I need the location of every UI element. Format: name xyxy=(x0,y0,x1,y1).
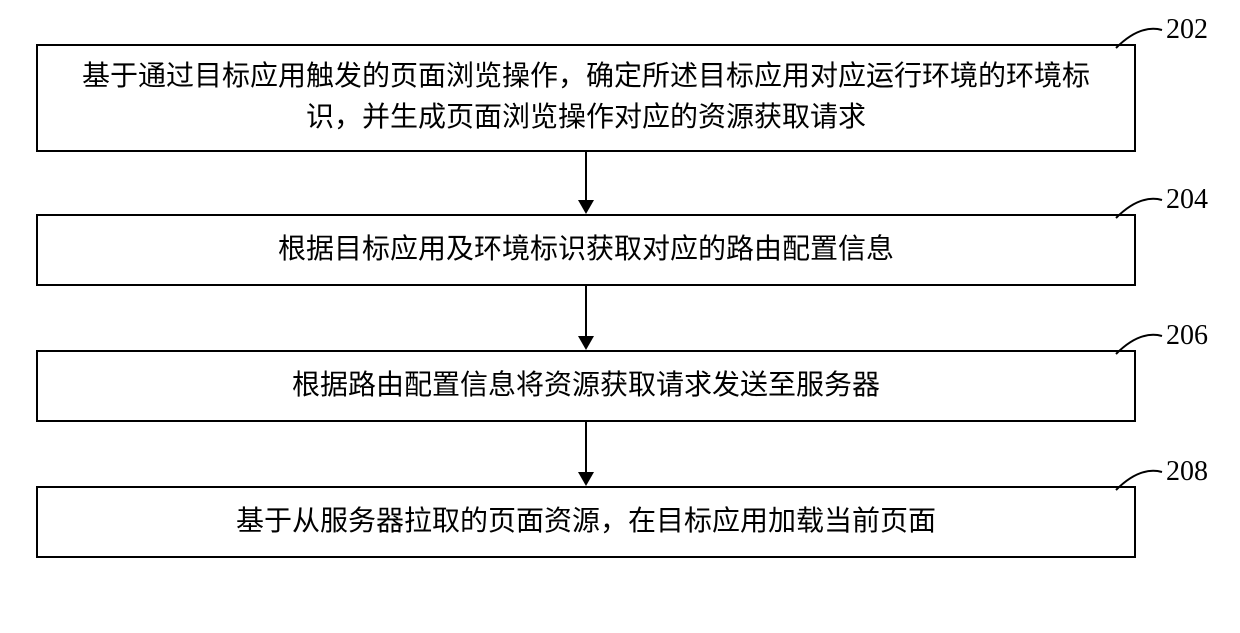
arrow-2 xyxy=(570,286,602,350)
step-label-206: 206 xyxy=(1166,320,1208,352)
step-text-208: 基于从服务器拉取的页面资源，在目标应用加载当前页面 xyxy=(236,502,936,543)
step-text-204: 根据目标应用及环境标识获取对应的路由配置信息 xyxy=(278,230,894,271)
step-box-208: 基于从服务器拉取的页面资源，在目标应用加载当前页面 xyxy=(36,486,1136,558)
step-text-206: 根据路由配置信息将资源获取请求发送至服务器 xyxy=(292,366,880,407)
flowchart-canvas: 基于通过目标应用触发的页面浏览操作，确定所述目标应用对应运行环境的环境标识，并生… xyxy=(0,0,1240,633)
step-label-202: 202 xyxy=(1166,14,1208,46)
step-box-206: 根据路由配置信息将资源获取请求发送至服务器 xyxy=(36,350,1136,422)
arrow-3 xyxy=(570,422,602,486)
arrow-1 xyxy=(570,152,602,214)
step-box-202: 基于通过目标应用触发的页面浏览操作，确定所述目标应用对应运行环境的环境标识，并生… xyxy=(36,44,1136,152)
step-label-208: 208 xyxy=(1166,456,1208,488)
step-label-204: 204 xyxy=(1166,184,1208,216)
step-box-204: 根据目标应用及环境标识获取对应的路由配置信息 xyxy=(36,214,1136,286)
step-text-202: 基于通过目标应用触发的页面浏览操作，确定所述目标应用对应运行环境的环境标识，并生… xyxy=(62,57,1110,138)
